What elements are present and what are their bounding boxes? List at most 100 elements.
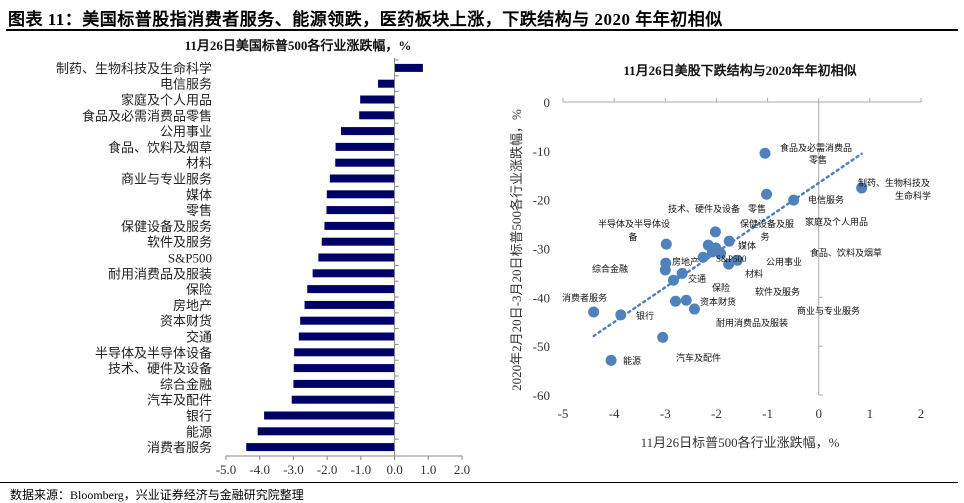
bar (394, 63, 423, 72)
category-label: 食品、饮料及烟草 (108, 140, 212, 155)
bar-chart-title: 11月26日美国标普500各行业涨跌幅，% (185, 38, 412, 53)
category-label: 食品及必需消费品零售 (82, 108, 212, 123)
data-point (709, 226, 721, 238)
data-point (615, 309, 627, 321)
data-point (588, 306, 600, 318)
bar (378, 79, 395, 88)
category-label: 资本财货 (160, 314, 212, 329)
data-point (660, 238, 672, 250)
bar (304, 300, 395, 309)
point-label: 资本财货 (700, 296, 736, 307)
point-label: 食品、饮料及烟草 (810, 247, 882, 258)
bar (291, 395, 395, 404)
bar (318, 253, 395, 262)
data-point (680, 294, 692, 306)
bar (340, 127, 395, 136)
data-point (723, 235, 735, 247)
data-point (667, 274, 679, 286)
x-tick-label: -3 (660, 406, 671, 421)
x-tick-label: -5.0 (216, 462, 237, 477)
category-label: 保健设备及服务 (121, 219, 212, 234)
data-point (731, 254, 743, 266)
point-label: 能源 (623, 355, 641, 366)
scatter-y-axis-label: 2020年2月20日-3月20日标普500各行业涨跌幅，% (509, 109, 524, 391)
point-label: 材料 (745, 268, 763, 279)
category-label: 能源 (186, 424, 212, 439)
category-label: 家庭及个人用品 (121, 93, 212, 108)
bar (326, 206, 395, 215)
point-label: 技术、硬件及设备 (668, 203, 740, 214)
category-label: 媒体 (186, 187, 212, 202)
category-label: 半导体及半导体设备 (95, 345, 212, 360)
point-label: 保健设备及服务 (740, 218, 794, 242)
point-label: 软件及服务 (755, 286, 800, 297)
scatter-chart: 11月26日美股下跌结构与2020年年初相似 11月26日标普500各行业涨跌幅… (509, 63, 931, 450)
bar (300, 316, 395, 325)
category-label: 汽车及配件 (147, 393, 212, 408)
category-label: 商业与专业服务 (121, 172, 212, 187)
x-tick-label: 1 (867, 406, 874, 421)
figure-title: 图表 11：美国标普股指消费者服务、能源领跌，医药板块上涨，下跌结构与 2020… (8, 10, 723, 29)
bar (264, 411, 395, 420)
scatter-x-axis-label: 11月26日标普500各行业涨跌幅，% (641, 435, 840, 450)
footer-divider (0, 482, 958, 483)
bar-chart: 11月26日美国标普500各行业涨跌幅，% 制药、生物科技及生命科学电信服务家庭… (56, 38, 470, 477)
x-tick-label: -4.0 (249, 462, 270, 477)
bar (298, 332, 395, 341)
data-point (702, 239, 714, 251)
point-label: S&P500 (716, 254, 747, 264)
data-point (676, 267, 688, 279)
data-point (759, 147, 771, 159)
category-label: 电信服务 (160, 77, 212, 92)
bar (326, 190, 395, 199)
data-point (670, 295, 682, 307)
category-label: 公用事业 (160, 124, 212, 139)
bar (360, 95, 395, 104)
x-tick-label: -5 (558, 406, 569, 421)
data-point (697, 251, 709, 263)
point-label: 银行 (636, 310, 654, 321)
bar (359, 111, 395, 120)
category-label: 综合金融 (160, 377, 212, 392)
category-label: 耐用消费品及服装 (108, 266, 212, 281)
y-tick-label: -40 (533, 290, 550, 305)
x-tick-label: -4 (609, 406, 620, 421)
x-tick-label: -1 (762, 406, 773, 421)
category-label: 消费者服务 (147, 440, 212, 455)
x-tick-label: 1.0 (420, 462, 436, 477)
category-label: 银行 (186, 409, 212, 424)
point-label: 食品及必需消费品零售 (780, 142, 852, 165)
scatter-chart-title: 11月26日美股下跌结构与2020年年初相似 (623, 63, 856, 78)
data-point (856, 182, 868, 194)
point-label: 制药、生物科技及生命科学 (858, 177, 931, 201)
bar (294, 348, 395, 357)
bar (257, 427, 395, 436)
bar (329, 174, 395, 183)
x-tick-label: -1.0 (351, 462, 372, 477)
x-tick-label: 2.0 (454, 462, 470, 477)
bar (293, 364, 395, 373)
y-tick-label: 0 (544, 95, 551, 110)
y-tick-label: -60 (533, 388, 550, 403)
data-point (788, 194, 800, 206)
x-tick-label: 2 (918, 406, 925, 421)
x-tick-label: -2 (711, 406, 722, 421)
bar (321, 237, 395, 246)
bar (246, 443, 395, 452)
point-label: 交通 (688, 273, 706, 284)
data-point (657, 331, 669, 343)
y-tick-label: -20 (533, 193, 550, 208)
point-label: 公用事业 (766, 256, 802, 267)
data-point (605, 354, 617, 366)
x-tick-label: -3.0 (283, 462, 304, 477)
category-label: 软件及服务 (147, 235, 212, 250)
x-tick-label: -2.0 (317, 462, 338, 477)
category-label: 房地产 (173, 298, 212, 313)
point-label: 商业与专业服务 (797, 305, 860, 316)
source-note: 数据来源：Bloomberg，兴业证券经济与金融研究院整理 (10, 488, 304, 502)
point-label: 综合金融 (592, 263, 628, 274)
data-point (761, 188, 773, 200)
data-point (688, 303, 700, 315)
category-label: 制药、生物科技及生命科学 (56, 61, 212, 76)
title-divider (6, 29, 958, 31)
